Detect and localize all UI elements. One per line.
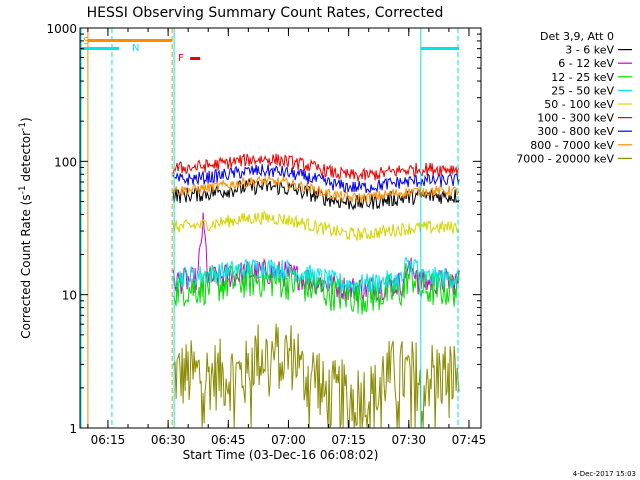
y-tick-label: 100 (54, 155, 77, 169)
y-label-end: ) (19, 117, 33, 122)
legend-entry-label: 100 - 300 keV (537, 112, 614, 125)
series-line-3-seg-1 (172, 256, 460, 294)
series-line-6-seg-1 (172, 164, 460, 194)
saa-bar (87, 39, 173, 42)
x-tick-label: 07:45 (452, 433, 487, 447)
x-tick-label: 07:15 (331, 433, 366, 447)
annotation-layer: S N F (80, 28, 459, 428)
series-line-8-seg-1 (172, 323, 460, 428)
y-label-mid: detector (19, 131, 33, 186)
y-label-main: Corrected Count Rate (s (19, 194, 33, 338)
y-axis-label: Corrected Count Rate (s-1 detector-1) (18, 117, 33, 338)
x-tick-label: 07:00 (271, 433, 306, 447)
legend-entry-label: 12 - 25 keV (551, 71, 614, 84)
legend-entry-label: 6 - 12 keV (558, 57, 614, 70)
chart-title: HESSI Observing Summary Count Rates, Cor… (87, 5, 444, 21)
y-label-sup2: -1 (18, 122, 28, 131)
x-tick-label: 06:15 (91, 433, 126, 447)
x-tick-label: 07:30 (391, 433, 426, 447)
night-label: N (132, 43, 139, 54)
flare-label: F (178, 53, 184, 64)
saa-label: S (83, 36, 89, 47)
y-tick-label: 1 (69, 422, 77, 436)
legend-entry-label: 300 - 800 keV (537, 125, 614, 138)
x-tick-label: 06:30 (151, 433, 186, 447)
legend-entry-label: 25 - 50 keV (551, 84, 614, 97)
night-bar (80, 47, 120, 50)
night2-bar (420, 47, 459, 50)
y-tick-label: 1000 (46, 22, 77, 36)
legend-entry-label: 800 - 7000 keV (530, 139, 614, 152)
flare-bar (190, 57, 201, 60)
y-axis: 1 10 100 1000 (46, 22, 481, 436)
legend-entry-label: 7000 - 20000 keV (516, 152, 614, 165)
y-label-sup1: -1 (18, 185, 28, 194)
x-axis-label: Start Time (03-Dec-16 06:08:02) (183, 448, 379, 462)
series-line-5-seg-1 (172, 153, 460, 182)
legend-entry-label: 50 - 100 keV (544, 98, 614, 111)
footer-timestamp: 4-Dec-2017 15:03 (573, 470, 636, 478)
legend-title: Det 3,9, Att 0 (540, 30, 614, 43)
series-line-4-seg-1 (172, 209, 460, 241)
legend-entry-label: 3 - 6 keV (565, 44, 614, 57)
x-tick-label: 06:45 (211, 433, 246, 447)
series-line-7-seg-1 (172, 174, 460, 204)
series-layer (172, 153, 460, 428)
plot-frame (79, 27, 482, 429)
x-axis: 06:15 06:30 06:45 07:00 07:15 07:30 07:45 (87, 28, 487, 447)
y-tick-label: 10 (62, 289, 77, 303)
